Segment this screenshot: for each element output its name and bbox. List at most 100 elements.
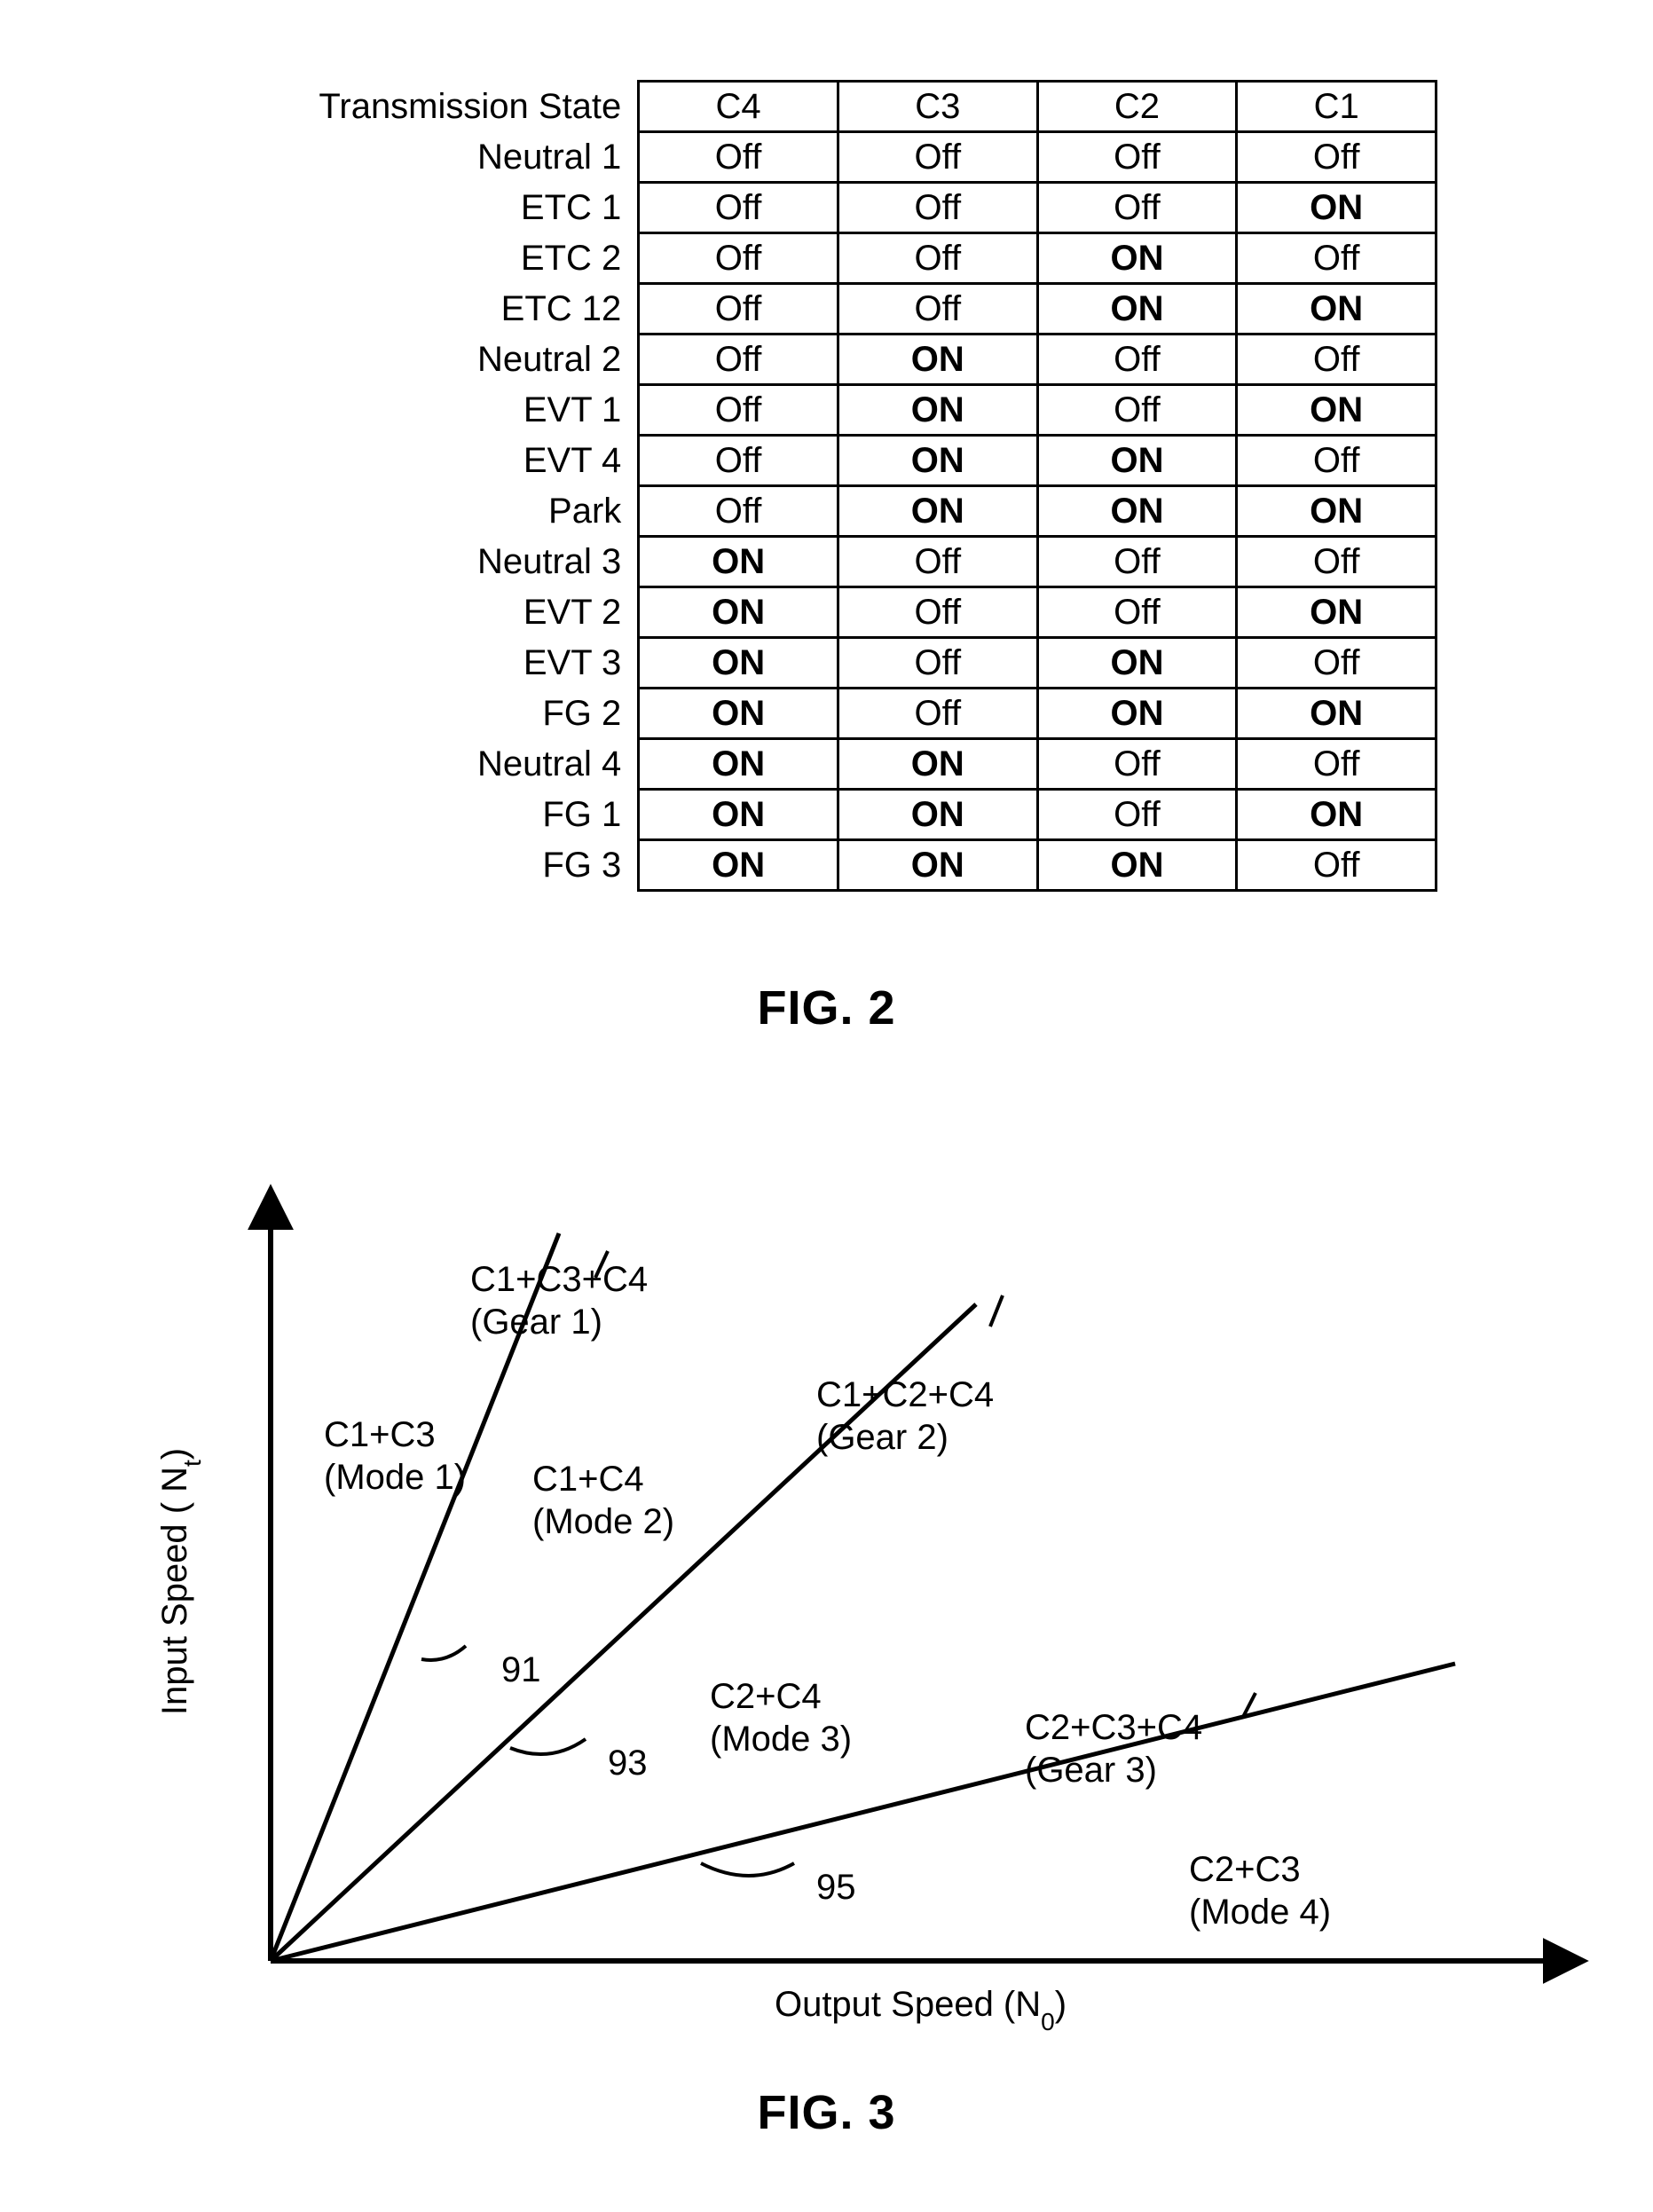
table-cell: Off (639, 335, 838, 385)
table-cell: Off (1237, 233, 1437, 284)
table-cell: ON (1037, 233, 1237, 284)
table-cell: Off (639, 385, 838, 436)
table-cell: Off (639, 132, 838, 183)
row-label: ETC 12 (222, 284, 639, 335)
region-label: C1+C4(Mode 2) (532, 1460, 674, 1541)
region-label: C1+C3(Mode 1) (324, 1415, 466, 1497)
row-label: FG 2 (222, 689, 639, 739)
row-label: Neutral 4 (222, 739, 639, 790)
table-cell: Off (838, 132, 1037, 183)
row-label: EVT 4 (222, 436, 639, 486)
row-label: EVT 3 (222, 638, 639, 689)
table-row: EVT 2ONOffOffON (222, 587, 1437, 638)
table-cell: Off (838, 537, 1037, 587)
region-label: C1+C3+C4(Gear 1) (470, 1260, 648, 1342)
region-label: C2+C4(Mode 3) (710, 1677, 852, 1759)
table-cell: ON (838, 739, 1037, 790)
x-axis-label: Output Speed (N0) (775, 1985, 1067, 2035)
table-row: EVT 1OffONOffON (222, 385, 1437, 436)
table-row: ETC 1OffOffOffON (222, 183, 1437, 233)
table-cell: ON (1237, 587, 1437, 638)
row-label: EVT 1 (222, 385, 639, 436)
table-row: EVT 4OffONONOff (222, 436, 1437, 486)
table-cell: Off (639, 436, 838, 486)
callout-arc-95 (701, 1863, 794, 1876)
column-header: C1 (1237, 82, 1437, 132)
table-row: Neutral 4ONONOffOff (222, 739, 1437, 790)
table-cell: ON (1037, 486, 1237, 537)
table-cell: Off (1037, 537, 1237, 587)
table-cell: Off (639, 233, 838, 284)
table-row: FG 1ONONOffON (222, 790, 1437, 840)
table-cell: ON (639, 638, 838, 689)
table-cell: ON (838, 436, 1037, 486)
gear-line-gear1 (271, 1233, 559, 1961)
figure-2-caption: FIG. 2 (0, 980, 1653, 1035)
table-cell: ON (838, 840, 1037, 891)
table-header-row: Transmission StateC4C3C2C1 (222, 82, 1437, 132)
row-label: ETC 1 (222, 183, 639, 233)
table-cell: Off (1037, 132, 1237, 183)
table-cell: ON (838, 790, 1037, 840)
row-label: ETC 2 (222, 233, 639, 284)
label-tick (990, 1295, 1003, 1326)
table-cell: ON (1037, 638, 1237, 689)
table-cell: ON (639, 689, 838, 739)
table-cell: Off (838, 587, 1037, 638)
table-row: ETC 12OffOffONON (222, 284, 1437, 335)
row-label: Park (222, 486, 639, 537)
table-row: FG 2ONOffONON (222, 689, 1437, 739)
column-header: C4 (639, 82, 838, 132)
table-cell: Off (1237, 335, 1437, 385)
row-label: FG 1 (222, 790, 639, 840)
transmission-state-table-wrap: Transmission StateC4C3C2C1Neutral 1OffOf… (222, 80, 1437, 892)
table-row: EVT 3ONOffONOff (222, 638, 1437, 689)
callout-label-91: 91 (501, 1650, 541, 1689)
table-row: FG 3ONONONOff (222, 840, 1437, 891)
table-cell: Off (1237, 132, 1437, 183)
table-cell: Off (1237, 638, 1437, 689)
region-label: C2+C3(Mode 4) (1189, 1850, 1331, 1932)
table-cell: Off (838, 233, 1037, 284)
table-cell: Off (639, 486, 838, 537)
table-cell: ON (639, 790, 838, 840)
table-row: ETC 2OffOffONOff (222, 233, 1437, 284)
table-cell: Off (1037, 587, 1237, 638)
table-cell: ON (1037, 284, 1237, 335)
table-cell: Off (1237, 537, 1437, 587)
speed-chart-svg: Output Speed (N0)Input Speed ( Nt)919395… (115, 1162, 1597, 2050)
table-row: Neutral 2OffONOffOff (222, 335, 1437, 385)
row-label: Neutral 3 (222, 537, 639, 587)
table-cell: ON (1237, 486, 1437, 537)
transmission-state-table: Transmission StateC4C3C2C1Neutral 1OffOf… (222, 80, 1437, 892)
table-cell: Off (838, 183, 1037, 233)
table-cell: ON (838, 385, 1037, 436)
table-cell: ON (838, 486, 1037, 537)
speed-chart: Output Speed (N0)Input Speed ( Nt)919395… (115, 1162, 1597, 2050)
table-header-label: Transmission State (222, 82, 639, 132)
row-label: Neutral 1 (222, 132, 639, 183)
table-cell: Off (1237, 436, 1437, 486)
column-header: C3 (838, 82, 1037, 132)
column-header: C2 (1037, 82, 1237, 132)
table-cell: Off (1237, 840, 1437, 891)
table-row: Neutral 3ONOffOffOff (222, 537, 1437, 587)
row-label: EVT 2 (222, 587, 639, 638)
table-cell: Off (838, 638, 1037, 689)
table-cell: ON (1237, 689, 1437, 739)
table-cell: Off (1237, 739, 1437, 790)
table-cell: Off (1037, 183, 1237, 233)
figure-3-caption: FIG. 3 (0, 2085, 1653, 2140)
row-label: FG 3 (222, 840, 639, 891)
region-label: C1+C2+C4(Gear 2) (816, 1375, 994, 1457)
table-cell: Off (1037, 790, 1237, 840)
table-cell: ON (639, 739, 838, 790)
table-cell: Off (1037, 385, 1237, 436)
callout-label-95: 95 (816, 1868, 856, 1907)
table-cell: ON (639, 537, 838, 587)
table-cell: Off (1037, 739, 1237, 790)
table-cell: ON (1037, 689, 1237, 739)
table-cell: Off (838, 689, 1037, 739)
row-label: Neutral 2 (222, 335, 639, 385)
table-cell: Off (639, 284, 838, 335)
